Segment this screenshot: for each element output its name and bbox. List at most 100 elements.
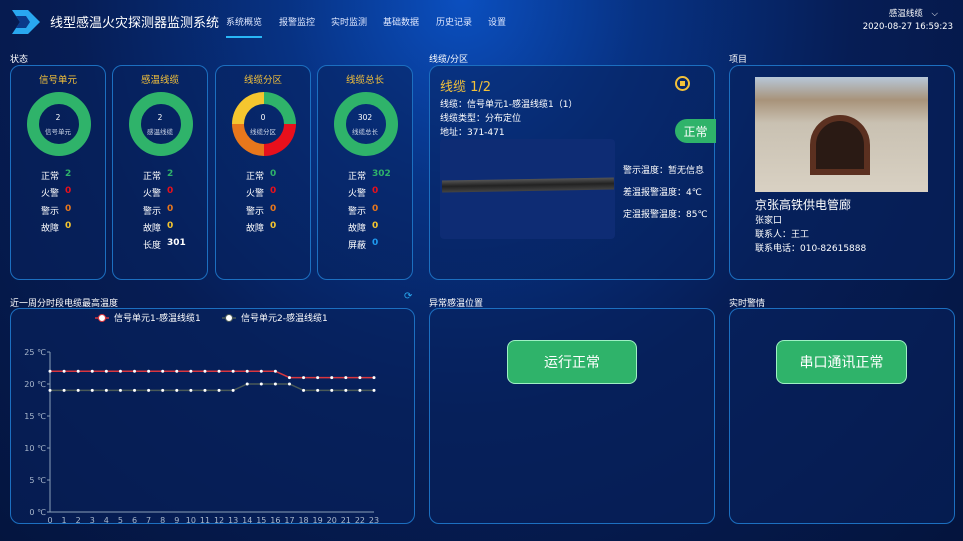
data-point — [231, 388, 235, 392]
stat-row: 长度 301 — [143, 238, 186, 251]
stat-label: 警示 — [143, 207, 162, 217]
alarm-section-title: 实时警情 — [729, 299, 766, 309]
stat-row: 正常 2 — [143, 169, 173, 182]
stat-value: 0 — [167, 204, 174, 214]
nav-tab-3[interactable]: 基础数据 — [383, 18, 420, 28]
x-tick-label: 21 — [341, 516, 351, 525]
x-tick-label: 7 — [146, 516, 151, 525]
data-point — [147, 388, 151, 392]
stat-row: 正常 2 — [41, 169, 71, 182]
stat-value: 0 — [270, 169, 277, 179]
data-point — [203, 369, 207, 373]
data-point — [104, 388, 108, 392]
nav-tab-0[interactable]: 系统概览 — [226, 15, 263, 38]
stat-label: 警示 — [41, 207, 60, 217]
x-tick-label: 14 — [242, 516, 252, 525]
refresh-icon[interactable]: ⟳ — [404, 291, 413, 302]
data-point — [104, 369, 108, 373]
data-point — [62, 369, 66, 373]
stat-row: 故障 0 — [246, 221, 276, 234]
card-title: 信号单元 — [38, 75, 77, 86]
nav-tab-5[interactable]: 设置 — [488, 18, 507, 28]
project-location: 张家口 — [755, 216, 783, 226]
x-tick-label: 0 — [47, 516, 52, 525]
nav-tab-1[interactable]: 报警监控 — [279, 18, 316, 28]
donut-segment — [264, 92, 296, 124]
donut-center-value: 2 — [157, 113, 163, 122]
data-point — [118, 369, 122, 373]
stat-value: 2 — [167, 169, 174, 179]
x-tick-label: 6 — [132, 516, 137, 525]
donut-center-value: 302 — [357, 113, 373, 122]
chart-panel — [10, 308, 415, 524]
card-title: 线缆总长 — [345, 75, 384, 86]
data-point — [203, 388, 207, 392]
series-line — [50, 383, 374, 392]
cable-image — [440, 139, 615, 239]
data-point — [161, 388, 165, 392]
data-point — [231, 369, 235, 373]
temperature-chart: 0 ℃5 ℃10 ℃15 ℃20 ℃25 ℃0 1 2 3 4 5 6 7 8 9 10 11 12 13… — [24, 312, 379, 525]
nav-tab-4[interactable]: 历史记录 — [436, 18, 473, 28]
legend-label: 信号单元2-感温线缆1 — [241, 312, 328, 324]
stat-label: 正常 — [246, 172, 265, 182]
data-point — [133, 369, 137, 373]
stat-row: 警示 0 — [41, 204, 71, 217]
data-point — [330, 388, 334, 392]
x-tick-label: 13 — [228, 516, 238, 525]
donut-chart — [129, 92, 193, 156]
stat-label: 故障 — [143, 224, 162, 234]
project-section-title: 项目 — [729, 55, 748, 65]
donut-chart — [232, 92, 296, 156]
stat-value: 0 — [270, 204, 277, 214]
x-tick-label: 18 — [298, 516, 308, 525]
donut-center-label: 信号单元 — [45, 128, 71, 136]
running-normal-button[interactable]: 运行正常 — [507, 340, 637, 384]
stat-row: 故障 0 — [143, 221, 173, 234]
y-tick-label: 15 ℃ — [24, 412, 46, 421]
stat-value: 0 — [372, 186, 379, 196]
data-point — [189, 388, 193, 392]
cable-type: 线缆类型：分布定位 — [440, 114, 522, 124]
data-point — [217, 369, 221, 373]
data-point — [330, 376, 334, 380]
project-photo — [755, 77, 928, 192]
stat-row: 警示 0 — [348, 204, 378, 217]
data-point — [245, 382, 249, 386]
series-line — [50, 370, 374, 379]
stat-value: 2 — [65, 169, 72, 179]
user-menu[interactable]: 感温线缆 ⌵ — [889, 7, 938, 19]
stat-value: 0 — [372, 238, 379, 248]
cable-panel: 线缆 1/2 线缆：信号单元1-感温线缆1（1） 线缆类型：分布定位 地址：37… — [429, 65, 716, 280]
donut-center-label: 感温线缆 — [147, 128, 173, 136]
stat-label: 正常 — [143, 172, 162, 182]
x-tick-label: 3 — [90, 516, 95, 525]
stat-value: 301 — [167, 238, 186, 248]
x-tick-label: 9 — [174, 516, 179, 525]
status-card: 线缆总长 302 线缆总长 正常 302 火警 0 警示 0 故障 0 屏蔽 0 — [317, 65, 413, 280]
stat-value: 0 — [65, 186, 72, 196]
stat-label: 火警 — [246, 189, 265, 199]
stat-row: 正常 0 — [246, 169, 276, 182]
donut-ring — [129, 92, 193, 156]
x-tick-label: 17 — [284, 516, 294, 525]
stat-label: 故障 — [246, 224, 265, 234]
x-tick-label: 20 — [327, 516, 337, 525]
stop-icon[interactable] — [675, 76, 690, 91]
data-point — [259, 382, 263, 386]
fixed-alarm-temp: 定温报警温度：85℃ — [623, 210, 708, 220]
x-tick-label: 23 — [369, 516, 379, 525]
card-title: 线缆分区 — [243, 75, 282, 86]
serial-comm-normal-button[interactable]: 串口通讯正常 — [776, 340, 907, 384]
card-title: 感温线缆 — [140, 75, 179, 86]
stat-label: 警示 — [348, 207, 367, 217]
status-card: 信号单元 2 信号单元 正常 2 火警 0 警示 0 故障 0 — [10, 65, 106, 280]
data-point — [344, 376, 348, 380]
data-point — [217, 388, 221, 392]
stat-row: 警示 0 — [143, 204, 173, 217]
data-point — [302, 376, 306, 380]
nav-tab-2[interactable]: 实时监测 — [331, 18, 368, 28]
donut-center-value: 0 — [260, 113, 266, 122]
donut-ring — [27, 92, 91, 156]
data-point — [273, 382, 277, 386]
